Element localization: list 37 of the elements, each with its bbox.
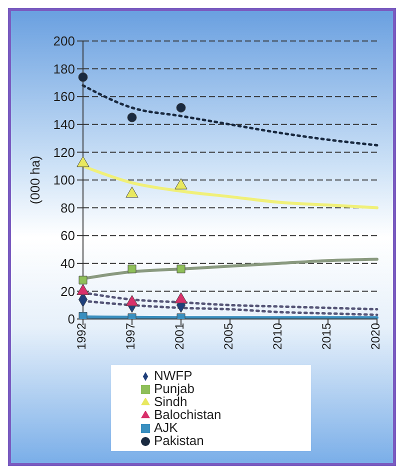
y-tick-label: 80 bbox=[60, 200, 75, 216]
x-tick-label: 2020 bbox=[368, 322, 383, 350]
y-tick-label: 200 bbox=[53, 34, 75, 49]
point bbox=[174, 178, 188, 190]
legend-label: Pakistan bbox=[154, 433, 204, 448]
y-tick-label: 160 bbox=[53, 89, 75, 104]
legend-label: Balochistan bbox=[154, 407, 222, 422]
y-tick-label: 40 bbox=[60, 256, 75, 272]
y-tick-label: 120 bbox=[53, 144, 75, 160]
y-tick-label: 20 bbox=[60, 284, 75, 299]
point bbox=[78, 72, 88, 82]
x-tick-label: 2010 bbox=[270, 322, 285, 350]
y-tick-label: 0 bbox=[68, 312, 75, 327]
point bbox=[128, 264, 136, 274]
x-tick-label: 1992 bbox=[74, 322, 89, 350]
x-tick-label: 2001 bbox=[172, 322, 187, 350]
y-axis-title: (000 ha) bbox=[28, 156, 43, 204]
point bbox=[176, 264, 186, 274]
legend-label: AJK bbox=[154, 420, 178, 435]
legend-label: NWFP bbox=[154, 368, 192, 383]
point bbox=[127, 112, 137, 122]
line-series bbox=[82, 84, 378, 146]
x-tick-label: 2015 bbox=[320, 322, 334, 350]
y-tick-label: 100 bbox=[53, 172, 75, 188]
point bbox=[76, 156, 90, 168]
y-tick-label: 140 bbox=[53, 117, 75, 132]
point bbox=[126, 295, 138, 306]
point bbox=[78, 276, 88, 284]
x-tick-label: 1997 bbox=[124, 322, 138, 350]
y-tick-label: 60 bbox=[60, 228, 75, 244]
x-tick-label: 2005 bbox=[222, 322, 236, 350]
point bbox=[176, 102, 186, 112]
y-tick-label: 180 bbox=[53, 61, 75, 76]
point bbox=[76, 284, 90, 295]
point bbox=[126, 186, 138, 198]
point bbox=[174, 292, 188, 304]
legend-label: Punjab bbox=[154, 381, 194, 396]
